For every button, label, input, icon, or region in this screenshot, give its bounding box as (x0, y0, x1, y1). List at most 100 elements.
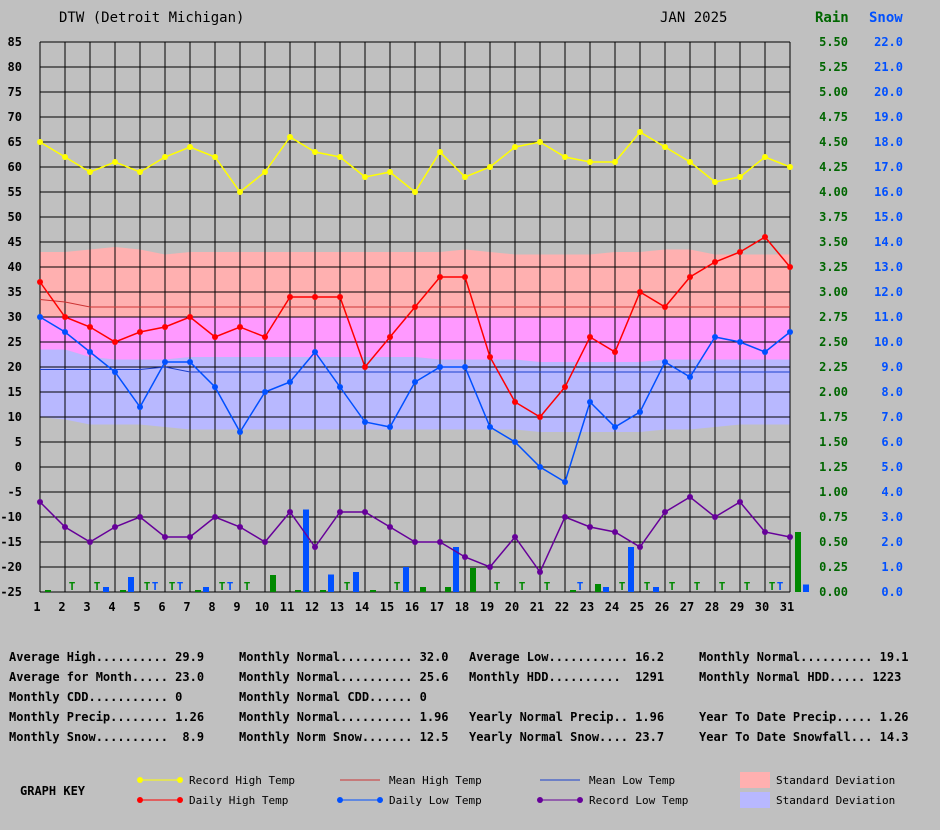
rain-tick-label: 1.00 (819, 485, 848, 499)
key-daily-low-label: Daily Low Temp (389, 794, 482, 807)
daily-low-point (612, 424, 618, 430)
daily-high-point (537, 414, 543, 420)
record-low-point (312, 544, 318, 550)
record-low-point (262, 539, 268, 545)
record-high-point (612, 159, 618, 165)
temp-tick-label: 80 (8, 60, 22, 74)
record-low-point (112, 524, 118, 530)
daily-high-point (437, 274, 443, 280)
stat-cell: Monthly Normal.......... 32.0 (239, 650, 449, 664)
snow-tick-label: 14.0 (874, 235, 903, 249)
daily-high-point (662, 304, 668, 310)
rain-axis-header: Rain (815, 10, 849, 26)
daily-high-point (712, 259, 718, 265)
daily-low-point (87, 349, 93, 355)
record-low-point (612, 529, 618, 535)
daily-low-point (562, 479, 568, 485)
snow-tick-label: 9.0 (881, 360, 903, 374)
day-tick-label: 19 (480, 600, 494, 614)
record-low-point (512, 534, 518, 540)
record-high-point (112, 159, 118, 165)
record-high-point (462, 174, 468, 180)
daily-low-point (487, 424, 493, 430)
daily-low-point (662, 359, 668, 365)
record-low-point (362, 509, 368, 515)
rain-bar (295, 590, 301, 592)
snow-tick-label: 7.0 (881, 410, 903, 424)
day-tick-label: 18 (455, 600, 469, 614)
record-high-point (512, 144, 518, 150)
temp-tick-label: 35 (8, 285, 22, 299)
snow-tick-label: 0.0 (881, 585, 903, 599)
daily-low-point (112, 369, 118, 375)
snow-tick-label: 10.0 (874, 335, 903, 349)
record-high-point (562, 154, 568, 160)
daily-high-point (512, 399, 518, 405)
snow-tick-label: 6.0 (881, 435, 903, 449)
daily-high-point (237, 324, 243, 330)
rain-tick-label: 5.50 (819, 35, 848, 49)
stat-cell: Monthly Normal CDD...... 0 (239, 690, 427, 704)
daily-high-point (487, 354, 493, 360)
day-tick-label: 22 (555, 600, 569, 614)
graph-key-title: GRAPH KEY (20, 784, 86, 798)
snow-bar (353, 572, 359, 592)
snow-tick-label: 12.0 (874, 285, 903, 299)
stat-cell: Monthly CDD........... 0 (9, 690, 183, 704)
rain-tick-label: 4.75 (819, 110, 848, 124)
key-record-high-swatch-dot (137, 777, 143, 783)
snow-trace-label: T (227, 580, 234, 593)
daily-low-point (587, 399, 593, 405)
record-high-point (487, 164, 493, 170)
daily-high-point (162, 324, 168, 330)
snow-bar (203, 587, 209, 592)
rain-trace-label: T (694, 580, 701, 593)
key-daily-high-swatch-dot (177, 797, 183, 803)
daily-high-point (262, 334, 268, 340)
rain-tick-label: 3.50 (819, 235, 848, 249)
day-tick-label: 30 (755, 600, 769, 614)
day-tick-label: 10 (255, 600, 269, 614)
daily-low-point (437, 364, 443, 370)
snow-bar (603, 587, 609, 592)
daily-low-point (37, 314, 43, 320)
record-high-point (87, 169, 93, 175)
record-high-point (187, 144, 193, 150)
stat-cell: Monthly HDD.......... 1291 (469, 670, 665, 684)
record-low-point (437, 539, 443, 545)
day-tick-label: 1 (33, 600, 40, 614)
snow-bar (653, 587, 659, 592)
key-daily-low-swatch-dot (377, 797, 383, 803)
daily-low-point (412, 379, 418, 385)
snow-tick-label: 20.0 (874, 85, 903, 99)
mean-low-line (40, 366, 790, 373)
daily-low-point (362, 419, 368, 425)
snow-tick-label: 18.0 (874, 135, 903, 149)
record-low-point (37, 499, 43, 505)
record-low-point (787, 534, 793, 540)
daily-low-point (462, 364, 468, 370)
rain-tick-label: 0.25 (819, 560, 848, 574)
rain-tick-label: 3.75 (819, 210, 848, 224)
record-high-point (787, 164, 793, 170)
rain-trace-label: T (544, 580, 551, 593)
rain-bar (370, 590, 376, 592)
day-tick-label: 26 (655, 600, 669, 614)
record-high-point (412, 189, 418, 195)
record-high-point (637, 129, 643, 135)
day-tick-label: 9 (233, 600, 240, 614)
rain-trace-label: T (244, 580, 251, 593)
daily-high-point (612, 349, 618, 355)
stat-cell: Monthly Precip........ 1.26 (9, 710, 205, 724)
record-high-point (662, 144, 668, 150)
temp-tick-label: 15 (8, 385, 22, 399)
daily-high-point (187, 314, 193, 320)
day-tick-label: 13 (330, 600, 344, 614)
stat-cell: Monthly Normal.......... 19.1 (699, 650, 909, 664)
record-low-point (62, 524, 68, 530)
station-title: DTW (Detroit Michigan) (59, 10, 245, 26)
snow-tick-label: 22.0 (874, 35, 903, 49)
daily-high-point (562, 384, 568, 390)
day-tick-label: 6 (158, 600, 165, 614)
rain-bar (420, 587, 426, 592)
